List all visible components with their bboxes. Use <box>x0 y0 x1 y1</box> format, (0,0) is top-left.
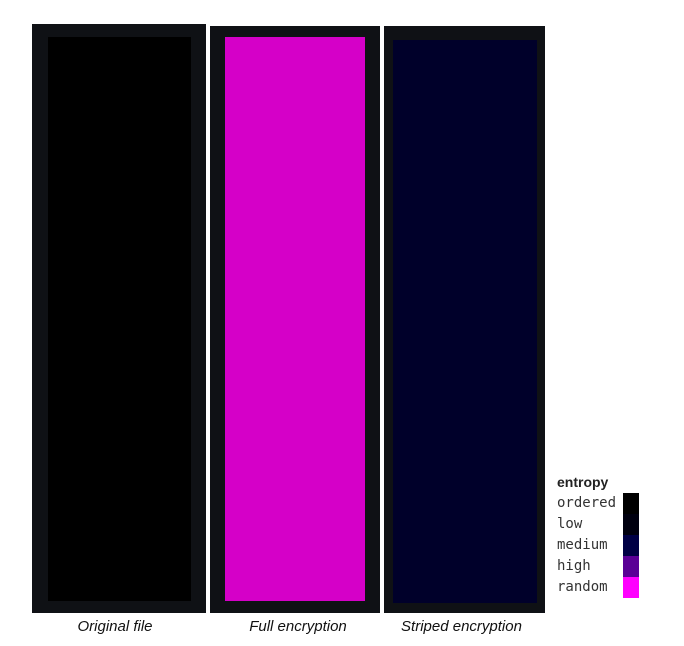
legend-label: random <box>557 579 608 595</box>
legend-label: ordered <box>557 495 617 511</box>
panel-striped-encryption <box>384 26 545 613</box>
caption-full-encryption: Full encryption <box>249 618 347 635</box>
legend-swatch <box>623 556 639 577</box>
entropy-map-original <box>48 37 191 601</box>
legend-label: medium <box>557 537 608 553</box>
legend-swatch <box>623 493 639 514</box>
legend-swatch <box>623 514 639 535</box>
entropy-map-full <box>225 37 365 601</box>
legend-title: entropy <box>557 474 609 490</box>
legend-label: high <box>557 558 591 574</box>
panel-full-encryption <box>210 26 380 613</box>
caption-original-file: Original file <box>77 618 153 635</box>
legend-swatch <box>623 535 639 556</box>
entropy-map-striped <box>393 40 537 603</box>
legend-swatch <box>623 577 639 598</box>
legend-label: low <box>557 516 583 532</box>
caption-striped-encryption: Striped encryption <box>401 618 522 635</box>
panel-original-file <box>32 24 206 613</box>
